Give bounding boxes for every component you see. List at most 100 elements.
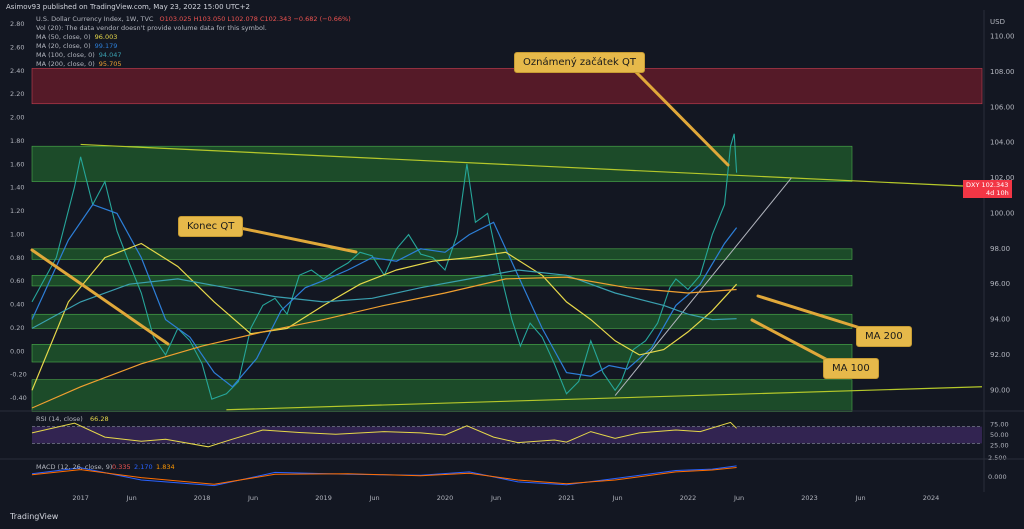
- left-tick-label: 2.20: [10, 90, 24, 98]
- macd-value: 0.335: [112, 463, 131, 471]
- rsi-tick-label: 25.00: [990, 442, 1009, 450]
- rsi-tick-label: 75.00: [990, 421, 1009, 429]
- macd-tick-label: 0.000: [988, 473, 1007, 481]
- price-tick-label: 102.00: [990, 174, 1015, 182]
- macd-line: [31, 465, 737, 487]
- x-tick-label: Jun: [490, 494, 501, 502]
- x-tick-label: 2022: [680, 494, 697, 502]
- rsi-tick-label: 50.00: [990, 431, 1009, 439]
- left-tick-label: 1.40: [10, 184, 24, 192]
- x-tick-label: Jun: [733, 494, 744, 502]
- x-tick-label: 2021: [558, 494, 575, 502]
- callout-qt-end: Konec QT: [178, 216, 244, 237]
- arrow-ma100: [750, 318, 837, 366]
- arrow-qt-end: [238, 226, 358, 254]
- price-zone: [31, 313, 853, 329]
- brand-label: TradingView: [10, 512, 59, 521]
- ma-legend-item: MA (200, close, 0) 95.705: [36, 60, 122, 68]
- ohlc-values: O103.025 H103.050 L102.078 C102.343 −0.6…: [159, 15, 351, 23]
- symbol-info: U.S. Dollar Currency Index, 1W, TVC O103…: [36, 15, 351, 23]
- ma-series: [31, 276, 737, 409]
- ma-legend-item: MA (50, close, 0) 96.003: [36, 33, 117, 41]
- price-tag: DXY 102.343 4d 10h: [963, 180, 1012, 198]
- x-tick-label: 2024: [923, 494, 940, 502]
- price-tick-label: 92.00: [990, 351, 1010, 359]
- axis-unit: USD: [990, 18, 1005, 26]
- left-tick-label: 0.00: [10, 347, 24, 355]
- price-series: [31, 133, 738, 400]
- macd-title: MACD (12, 26, close, 9): [36, 463, 112, 471]
- price-tick-label: 104.00: [990, 139, 1015, 147]
- price-tick-label: 100.00: [990, 209, 1015, 217]
- left-tick-label: 1.00: [10, 230, 24, 238]
- callout-ma100: MA 100: [823, 358, 879, 379]
- x-tick-label: Jun: [247, 494, 258, 502]
- price-tag-symbol: DXY: [966, 181, 980, 189]
- macd-tick-label: 2.500: [988, 454, 1007, 462]
- left-tick-label: -0.40: [10, 394, 27, 402]
- price-tick-label: 108.00: [990, 68, 1015, 76]
- ma-legend-label: MA (200, close, 0): [36, 60, 95, 68]
- rsi-title: RSI (14, close): [36, 415, 83, 423]
- left-tick-label: 2.80: [10, 20, 24, 28]
- x-tick-label: 2019: [315, 494, 332, 502]
- support-trendline: [226, 386, 983, 411]
- left-tick-label: 0.40: [10, 301, 24, 309]
- macd-value: 1.834: [156, 463, 175, 471]
- x-tick-label: 2017: [72, 494, 89, 502]
- left-tick-label: 1.60: [10, 160, 24, 168]
- ma-legend-item: MA (100, close, 0) 94.047: [36, 51, 122, 59]
- price-tick-label: 96.00: [990, 280, 1010, 288]
- price-zone: [31, 344, 853, 363]
- price-tag-price: 102.343: [981, 181, 1009, 189]
- left-tick-label: 1.80: [10, 137, 24, 145]
- ma-series: [31, 242, 738, 391]
- x-tick-label: 2018: [194, 494, 211, 502]
- macd-line: [31, 467, 737, 485]
- arrow-qt-start: [628, 64, 730, 167]
- arrow-decline: [30, 248, 170, 346]
- arrow-ma200: [756, 294, 872, 333]
- publish-note: Asimov93 published on TradingView.com, M…: [6, 3, 250, 11]
- ma-legend-value: 99.179: [94, 42, 118, 50]
- ma-legend-value: 95.705: [98, 60, 122, 68]
- price-tick-label: 106.00: [990, 103, 1015, 111]
- ma-legend-label: MA (50, close, 0): [36, 33, 91, 41]
- price-zone: [31, 275, 853, 287]
- macd-value: 2.170: [134, 463, 153, 471]
- price-tick-label: 98.00: [990, 245, 1010, 253]
- x-tick-label: Jun: [369, 494, 380, 502]
- rsi-line: [31, 421, 737, 448]
- ma-legend-label: MA (20, close, 0): [36, 42, 91, 50]
- ma-series: [31, 269, 737, 329]
- symbol-name: U.S. Dollar Currency Index, 1W, TVC: [36, 15, 154, 23]
- price-tick-label: 110.00: [990, 33, 1015, 41]
- ma-series: [31, 203, 738, 388]
- left-tick-label: 2.60: [10, 43, 24, 51]
- x-tick-label: Jun: [611, 494, 622, 502]
- left-tick-label: 0.20: [10, 324, 24, 332]
- callout-ma200: MA 200: [856, 326, 912, 347]
- tradingview-logo[interactable]: TradingView: [10, 512, 58, 521]
- ma-legend-label: MA (100, close, 0): [36, 51, 95, 59]
- left-tick-label: -0.20: [10, 371, 27, 379]
- left-tick-label: 2.40: [10, 67, 24, 75]
- price-tag-countdown: 4d 10h: [986, 189, 1009, 197]
- ma-legend-value: 96.003: [94, 33, 118, 41]
- x-tick-label: Jun: [854, 494, 865, 502]
- price-zone: [31, 68, 983, 105]
- x-tick-label: 2023: [801, 494, 818, 502]
- left-tick-label: 1.20: [10, 207, 24, 215]
- rsi-value: 66.28: [90, 415, 109, 423]
- ma-legend-value: 94.047: [98, 51, 122, 59]
- resistance-trendline: [80, 143, 983, 188]
- x-tick-label: Jun: [126, 494, 137, 502]
- left-tick-label: 2.00: [10, 114, 24, 122]
- callout-qt-start: Oznámený začátek QT: [514, 52, 645, 73]
- x-tick-label: 2020: [437, 494, 454, 502]
- price-tick-label: 90.00: [990, 386, 1010, 394]
- ma-legend-item: MA (20, close, 0) 99.179: [36, 42, 117, 50]
- left-tick-label: 0.80: [10, 254, 24, 262]
